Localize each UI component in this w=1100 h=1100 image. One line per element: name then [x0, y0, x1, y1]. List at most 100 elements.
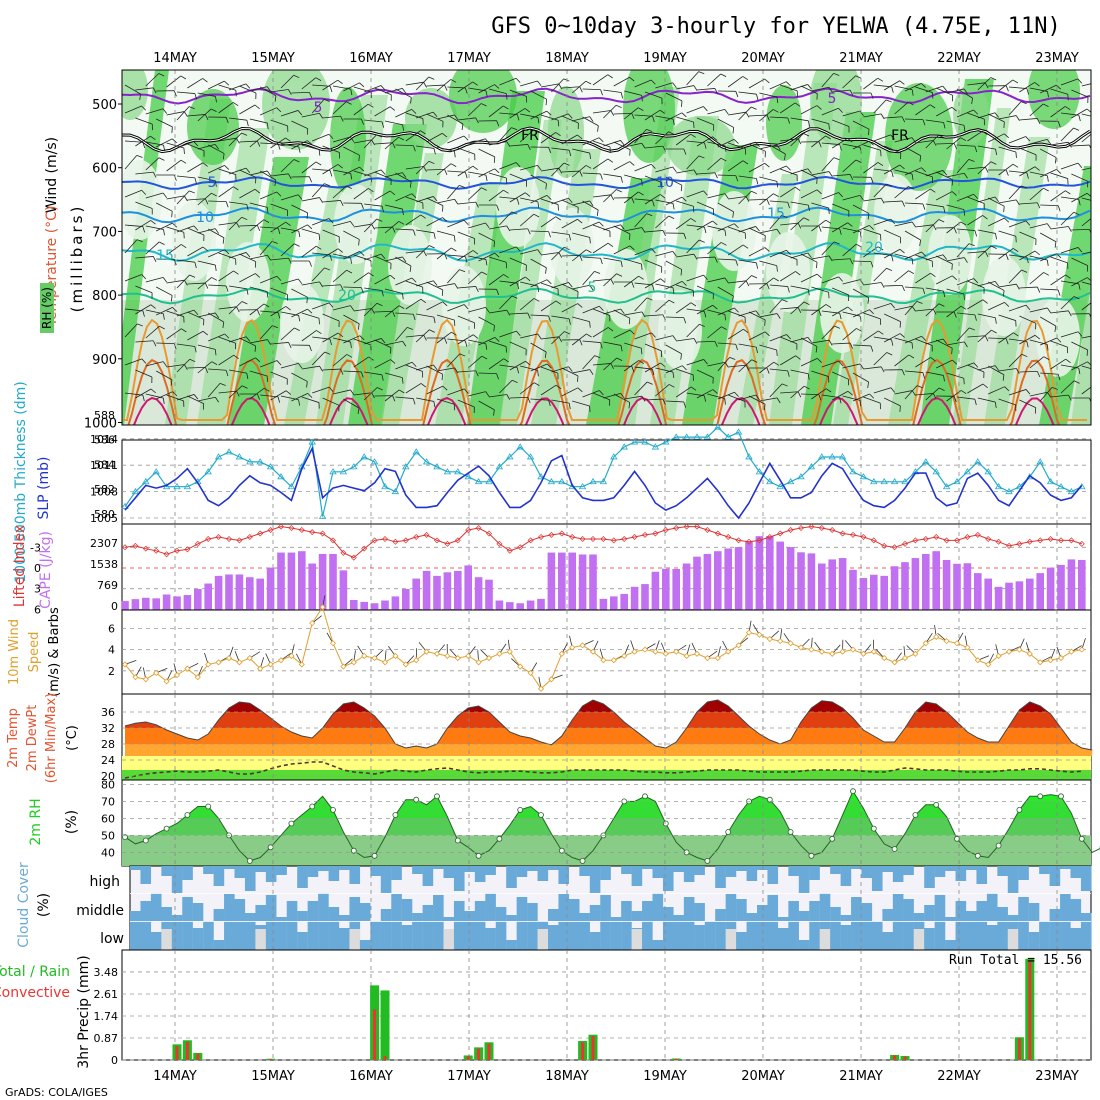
upper-wind-barb	[228, 301, 243, 315]
upper-wind-barb	[239, 188, 256, 199]
upper-wind-barb-flag	[825, 219, 832, 224]
cloud-middle-block	[683, 897, 695, 921]
cloud-label-2: (%)	[36, 893, 52, 917]
thickness-point	[942, 482, 951, 490]
upper-wind-barb-flag	[214, 144, 220, 150]
upper-wind-barb-flag	[172, 307, 178, 312]
cloud-middle-block	[830, 907, 841, 921]
upper-wind-barb	[1081, 281, 1091, 285]
upper-wind-barb	[717, 286, 734, 297]
upper-wind-barb-flag	[525, 360, 531, 366]
upper-wind-barb	[936, 106, 953, 117]
upper-wind-barb	[769, 144, 786, 155]
upper-wind-barb-flag	[1046, 223, 1052, 229]
upper-wind-barb	[208, 249, 225, 258]
upper-wind-barb	[894, 390, 913, 395]
upper-wind-barb	[312, 168, 331, 171]
upper-wind-barb	[457, 231, 475, 239]
rh-point	[454, 837, 461, 844]
upper-wind-barb-flag	[589, 369, 594, 375]
upper-wind-barb	[811, 135, 826, 148]
wind-speed-point	[132, 674, 139, 681]
upper-wind-barb-flag	[411, 109, 417, 114]
cloud-middle-block	[558, 894, 570, 921]
upper-wind-barb	[249, 86, 268, 92]
upper-wind-barb-flag	[1015, 115, 1020, 121]
upper-wind-barb	[998, 314, 1016, 321]
cloud-middle-block	[882, 909, 893, 921]
upper-wind-barb-flag	[929, 104, 936, 109]
cape-bar	[443, 572, 452, 610]
rh-axis-label: RH (%)	[40, 287, 54, 329]
upper-wind-barb-flag	[1021, 185, 1027, 189]
upper-wind-barb	[780, 336, 798, 345]
upper-wind-barb	[395, 327, 408, 342]
upper-wind-barb-flag	[672, 119, 675, 126]
cloud-high-block	[736, 866, 747, 871]
wind-speed-point	[1047, 657, 1054, 664]
upper-wind-barb	[156, 222, 173, 232]
upper-wind-barb	[405, 298, 422, 310]
upper-wind-barb	[790, 369, 809, 375]
upper-wind-barb	[644, 145, 663, 149]
thickness-point	[558, 477, 566, 485]
upper-wind-barb	[675, 386, 692, 398]
thickness-point	[474, 477, 483, 485]
upper-wind-barb	[156, 391, 173, 400]
upper-wind-barb	[707, 361, 726, 367]
upper-wind-barb	[530, 258, 547, 269]
upper-wind-barb	[468, 222, 486, 229]
wind-speed-point	[485, 655, 493, 662]
cloud-low-block	[955, 921, 967, 950]
upper-wind-barb	[228, 385, 243, 399]
upper-wind-barb	[530, 398, 549, 401]
upper-wind-barb-flag	[815, 346, 818, 353]
rh-point	[475, 852, 482, 859]
upper-wind-barb-flag	[371, 139, 375, 146]
upper-wind-barb	[509, 144, 528, 147]
upper-wind-barb-flag	[463, 304, 469, 310]
cloud-high-block	[621, 866, 632, 874]
rh-dry-patch	[820, 273, 864, 353]
upper-wind-barb-flag	[463, 135, 469, 141]
cape-bar	[537, 598, 545, 610]
upper-wind-barb	[1050, 172, 1068, 179]
upper-wind-barb	[644, 175, 662, 183]
upper-wind-barb-flag	[481, 187, 487, 191]
upper-wind-barb	[1081, 386, 1091, 395]
upper-wind-barb	[1050, 190, 1066, 202]
wind-speed-point	[849, 646, 857, 653]
upper-wind-barb	[280, 243, 295, 257]
upper-wind-barb	[499, 280, 518, 284]
isotherm-label: 20	[865, 240, 883, 256]
upper-wind-barb-flag	[859, 363, 864, 370]
cloud-low-block	[798, 940, 810, 950]
upper-wind-barb-flag	[506, 394, 511, 400]
wind-speed-point	[392, 652, 399, 660]
upper-wind-barb	[187, 143, 205, 152]
upper-wind-barb	[967, 196, 985, 204]
upper-wind-barb-flag	[579, 170, 583, 177]
upper-wind-barb-flag	[849, 342, 854, 349]
upper-wind-barb-flag	[911, 390, 916, 396]
upper-wind-barb-flag	[755, 310, 760, 316]
upper-wind-barb	[873, 168, 892, 172]
thickness-point	[776, 482, 784, 490]
upper-wind-barb	[832, 306, 848, 317]
upper-wind-barb	[696, 117, 714, 126]
upper-wind-barb	[135, 135, 151, 147]
upper-wind-barb-flag	[285, 306, 291, 311]
wind-speed-point	[454, 655, 461, 662]
upper-wind-barb	[416, 313, 434, 318]
upper-wind-barb	[904, 335, 922, 344]
upper-wind-barb	[977, 313, 996, 319]
precip-convective-bar	[269, 1058, 273, 1060]
rh-point	[413, 796, 420, 803]
wind-speed-point	[402, 661, 409, 668]
lifted-index-point	[558, 530, 565, 537]
upper-wind-barb	[572, 400, 590, 407]
upper-wind-barb	[291, 120, 308, 129]
upper-wind-barb-flag	[600, 258, 603, 265]
upper-wind-barb	[176, 309, 195, 317]
upper-wind-barb-flag	[563, 78, 570, 82]
